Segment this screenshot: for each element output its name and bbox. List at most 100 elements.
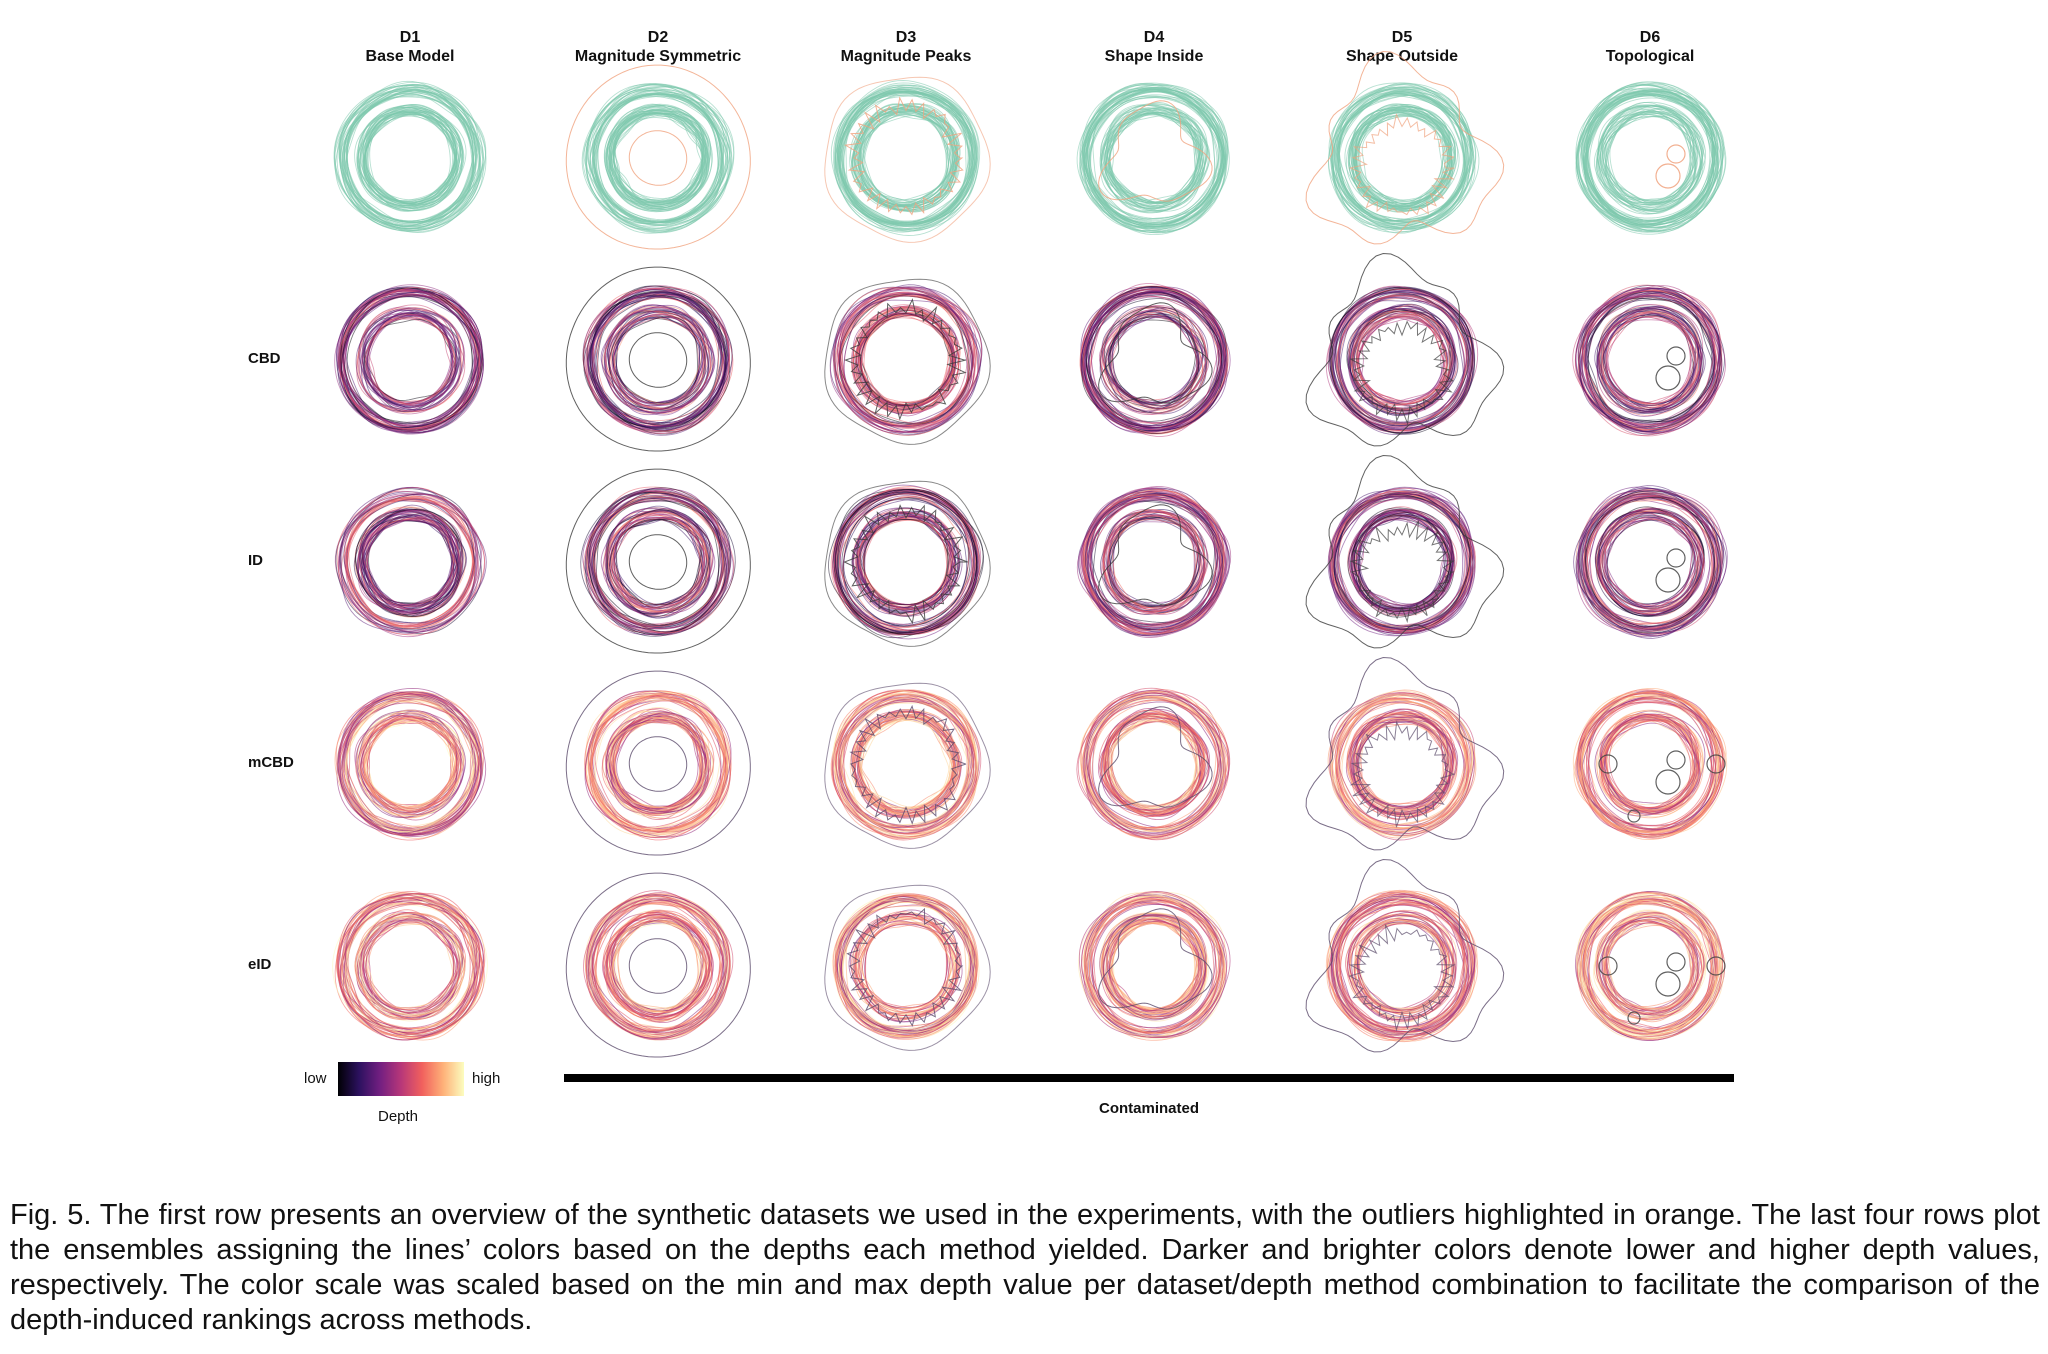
ensemble-curve xyxy=(1329,289,1475,431)
ensemble-curve xyxy=(1354,111,1446,206)
ensemble-curve xyxy=(833,690,979,838)
ensemble-curve xyxy=(1081,87,1228,234)
ensemble-curve xyxy=(1099,913,1206,1021)
ensemble-curve xyxy=(1087,291,1223,426)
ensemble-curve xyxy=(1076,690,1227,840)
ensemble-curve xyxy=(851,507,961,617)
ensemble-curve xyxy=(1339,300,1464,423)
ensemble-curve xyxy=(1332,893,1472,1039)
ensemble-curve xyxy=(1357,316,1448,405)
ensemble-curve xyxy=(1341,699,1468,826)
ensemble-curve xyxy=(365,919,455,1013)
ensemble-curve xyxy=(1601,918,1700,1014)
ensemble-curve xyxy=(364,312,459,408)
ensemble-curve xyxy=(1575,288,1720,433)
ensemble-curve xyxy=(593,699,726,830)
column-id: D3 xyxy=(895,29,917,46)
figure-5: D1 Base Model D2 Magnitude Symmetric D3 … xyxy=(248,29,1734,1125)
ensemble-curve xyxy=(364,314,456,405)
ensemble-curve xyxy=(1100,305,1208,415)
ensemble-curve xyxy=(338,287,481,429)
ensemble-curve xyxy=(594,94,719,224)
ensemble-curve xyxy=(356,509,464,613)
ensemble-curve xyxy=(362,514,455,607)
ensemble-curve xyxy=(1577,486,1728,638)
column-name: Shape Inside xyxy=(1104,48,1204,65)
ensemble-curve xyxy=(1587,901,1713,1031)
ensemble-curve xyxy=(1338,496,1469,627)
ensemble-curve xyxy=(1335,898,1469,1034)
ensemble-curve xyxy=(1082,494,1224,635)
ensemble-curve xyxy=(1598,508,1703,613)
ensemble-curve xyxy=(834,893,978,1039)
ensemble-curve xyxy=(1356,316,1446,406)
outlier-curve xyxy=(824,884,991,1051)
ensemble-curve xyxy=(604,307,711,414)
ensemble-curve xyxy=(1081,691,1229,838)
ensemble-curve xyxy=(1356,518,1448,606)
ensemble-curve xyxy=(864,516,953,606)
ensemble-curve xyxy=(581,83,735,233)
ensemble-curve xyxy=(832,894,979,1040)
ensemble-curve xyxy=(1337,699,1467,829)
ensemble-curve xyxy=(1361,317,1443,403)
ensemble-curve xyxy=(608,309,709,410)
row-label-id: ID xyxy=(248,552,263,569)
ensemble-curve xyxy=(1603,513,1701,611)
ensemble-curve xyxy=(335,81,484,230)
ensemble-curve xyxy=(341,291,479,429)
ensemble-curve xyxy=(1357,919,1446,1014)
ensemble-curve xyxy=(355,307,465,412)
ensemble-curve xyxy=(354,709,462,821)
column-id: D2 xyxy=(647,29,669,46)
ensemble-curve xyxy=(1330,893,1476,1039)
ensemble-curve xyxy=(1357,721,1447,807)
ensemble-curve xyxy=(852,308,960,412)
column-id: D5 xyxy=(1391,29,1413,46)
ensemble-curve xyxy=(1355,720,1449,808)
ensemble-curve xyxy=(602,910,713,1020)
ensemble-curve xyxy=(613,921,703,1011)
ensemble-curve xyxy=(593,296,723,424)
ensemble-curve xyxy=(1109,114,1198,203)
ensemble-curve xyxy=(834,289,981,432)
ensemble-curve xyxy=(1104,510,1209,615)
depth-colorbar xyxy=(338,1062,464,1096)
outlier-curve xyxy=(628,736,688,792)
ensemble-curve xyxy=(1598,713,1702,815)
legend-low-label: low xyxy=(304,1070,327,1087)
ensemble-curve xyxy=(347,902,475,1029)
ensemble-curve xyxy=(367,114,455,202)
ensemble-curve xyxy=(362,716,458,812)
ensemble-curve xyxy=(611,113,705,203)
outlier-curve xyxy=(1348,113,1455,216)
ensemble-curve xyxy=(613,314,705,406)
outlier-curve xyxy=(1098,302,1213,404)
ensemble-curve xyxy=(1081,892,1228,1039)
ensemble-curve xyxy=(340,287,484,431)
ensemble-curve xyxy=(1593,913,1707,1019)
ensemble-curve xyxy=(1576,892,1724,1040)
ensemble-curve xyxy=(1077,488,1231,636)
topology-hole xyxy=(1666,952,1686,972)
ensemble-curve xyxy=(357,104,463,212)
ensemble-curve xyxy=(1608,919,1692,1013)
ensemble-curve xyxy=(343,693,477,835)
ensemble-curve xyxy=(853,713,955,817)
ensemble-curve xyxy=(1354,718,1450,810)
ensemble-curve xyxy=(359,308,461,412)
ensemble-curve xyxy=(1103,107,1203,207)
ensemble-curve xyxy=(339,896,481,1036)
ensemble-curve xyxy=(860,111,951,203)
ensemble-curve xyxy=(584,690,732,838)
outlier-curve xyxy=(824,682,991,849)
ensemble-curve xyxy=(841,901,971,1031)
ensemble-curve xyxy=(1325,895,1479,1037)
outlier-curve xyxy=(565,468,751,654)
ensemble-curve xyxy=(338,897,482,1035)
ensemble-curve xyxy=(854,711,963,818)
figure-caption: Fig. 5. The first row presents an overvi… xyxy=(10,1199,2040,1336)
ensemble-curve xyxy=(1100,104,1209,214)
ensemble-curve xyxy=(858,516,954,610)
ensemble-curve xyxy=(594,700,722,828)
